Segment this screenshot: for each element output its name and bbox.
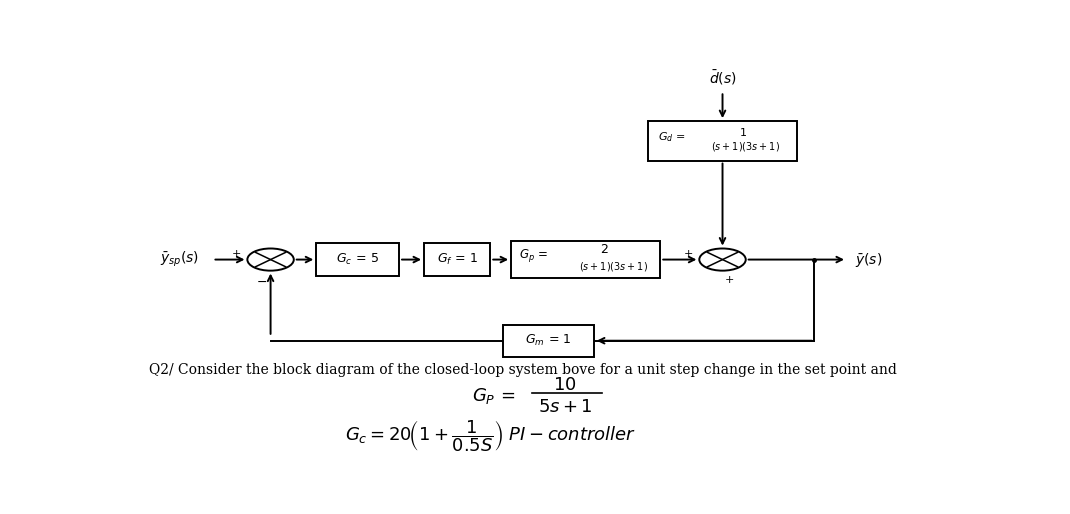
Text: $\bar{d}(s)$: $\bar{d}(s)$: [708, 68, 736, 87]
Text: $G_f\,=\,1$: $G_f\,=\,1$: [437, 252, 478, 267]
Text: Q2/ Consider the block diagram of the closed-loop system bove for a unit step ch: Q2/ Consider the block diagram of the cl…: [149, 363, 897, 377]
Bar: [648, 121, 797, 160]
Text: +: +: [684, 249, 692, 259]
Text: $G_c\,=\,5$: $G_c\,=\,5$: [336, 252, 379, 267]
Bar: [317, 243, 399, 277]
Text: $G_m\,=\,1$: $G_m\,=\,1$: [525, 333, 571, 348]
Text: $2$: $2$: [599, 243, 608, 256]
Text: +: +: [231, 249, 241, 259]
Bar: [424, 243, 490, 277]
Text: $G_d\,=$: $G_d\,=$: [658, 130, 686, 144]
Text: $\bar{y}_{sp}(s)$: $\bar{y}_{sp}(s)$: [159, 250, 199, 269]
Bar: [503, 325, 594, 357]
Text: $-$: $-$: [256, 276, 266, 288]
Text: $(s + 1)(3s + 1)$: $(s + 1)(3s + 1)$: [712, 140, 780, 153]
Text: $10$: $10$: [553, 376, 577, 394]
Text: $1$: $1$: [739, 126, 747, 138]
Text: $G_p\,=$: $G_p\,=$: [519, 247, 549, 264]
Circle shape: [700, 248, 746, 271]
Text: +: +: [724, 276, 734, 285]
Text: $G_P\,=$: $G_P\,=$: [472, 386, 516, 406]
Circle shape: [247, 248, 294, 271]
Text: $G_c = 20\!\left(1 + \dfrac{1}{0.5S}\right)\;PI - controller$: $G_c = 20\!\left(1 + \dfrac{1}{0.5S}\rig…: [345, 418, 636, 453]
Text: $5s + 1$: $5s + 1$: [537, 398, 593, 416]
Text: $\bar{y}(s)$: $\bar{y}(s)$: [855, 250, 883, 269]
Bar: [511, 241, 660, 279]
Text: $(s + 1)(3s + 1)$: $(s + 1)(3s + 1)$: [579, 260, 647, 273]
